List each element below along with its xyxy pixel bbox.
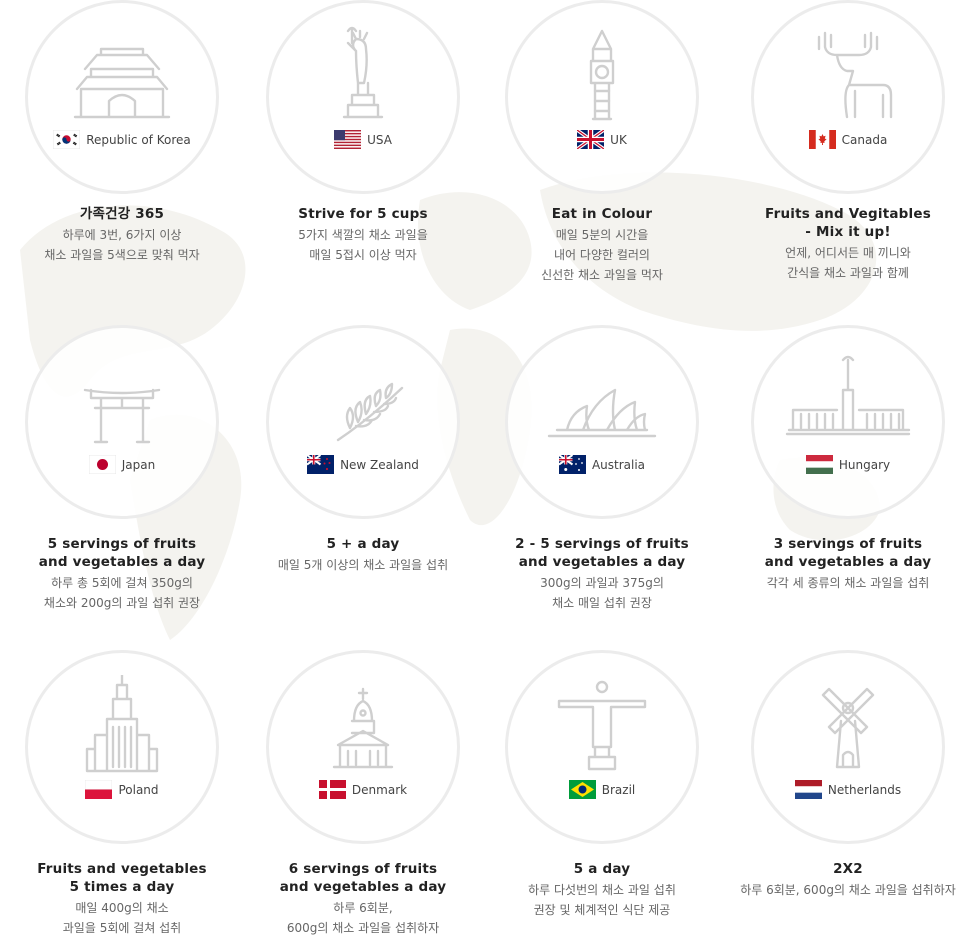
card-circle <box>266 0 460 194</box>
campaign-title: Strive for 5 cups <box>298 206 428 222</box>
campaign-title: 가족건강 365 <box>79 206 165 222</box>
moose-icon <box>783 25 913 125</box>
card-circle <box>751 650 945 844</box>
christ-the-redeemer-icon <box>537 675 667 775</box>
australia-flag-icon <box>558 455 586 474</box>
korea-flag-icon <box>53 130 81 149</box>
card-denmark: Denmark 6 servings of fruits and vegetab… <box>244 650 482 935</box>
netherlands-flag-icon <box>794 780 822 799</box>
canada-flag-icon <box>808 130 836 149</box>
campaign-description: 하루 6회분, 600g의 채소 과일을 섭취하자 <box>286 901 440 935</box>
denmark-flag-icon <box>318 780 346 799</box>
campaign-title: 2X2 <box>833 861 863 877</box>
church-icon <box>298 675 428 775</box>
country-label: Australia <box>591 457 646 472</box>
windmill-icon <box>783 675 913 775</box>
card-hungary: Hungary 3 servings of fruits and vegetab… <box>722 325 974 650</box>
card-australia: Australia 2 - 5 servings of fruits and v… <box>482 325 722 650</box>
statue-of-liberty-icon <box>298 25 428 125</box>
card-circle <box>505 325 699 519</box>
card-usa: USA Strive for 5 cups 5가지 색깔의 채소 과일을 매일 … <box>244 0 482 325</box>
big-ben-icon <box>537 25 667 125</box>
card-netherlands: Netherlands 2X2 하루 6회분, 600g의 채소 과일을 섭취하… <box>722 650 974 932</box>
campaign-title: 2 - 5 servings of fruits and vegetables … <box>515 536 689 570</box>
silver-fern-icon <box>298 350 428 450</box>
campaign-description: 하루 6회분, 600g의 채소 과일을 섭취하자 <box>740 883 956 897</box>
campaign-description: 하루 다섯번의 채소 과일 섭취 권장 및 체계적인 식단 제공 <box>528 883 676 917</box>
card-poland: Poland Fruits and vegetables 5 times a d… <box>0 650 244 935</box>
country-label: Canada <box>841 132 888 147</box>
campaign-title: 5 servings of fruits and vegetables a da… <box>38 536 206 570</box>
campaign-title: 3 servings of fruits and vegetables a da… <box>764 536 932 570</box>
card-japan: Japan 5 servings of fruits and vegetable… <box>0 325 244 650</box>
country-label: Poland <box>118 782 159 797</box>
campaign-description: 300g의 과일과 375g의 채소 매일 섭취 권장 <box>540 576 664 610</box>
campaign-title: Fruits and vegetables 5 times a day <box>37 861 207 895</box>
country-label: Denmark <box>351 782 408 797</box>
campaign-description: 하루 총 5회에 걸쳐 350g의 채소와 200g의 과일 섭취 권장 <box>43 576 201 610</box>
campaign-description: 하루에 3번, 6가지 이상 채소 과일을 5색으로 맞춰 먹자 <box>44 228 200 262</box>
brazil-flag-icon <box>568 780 596 799</box>
card-uk: UK Eat in Colour 매일 5분의 시간을 내어 다양한 컬러의 신… <box>482 0 722 325</box>
usa-flag-icon <box>334 130 362 149</box>
campaign-title: Eat in Colour <box>551 206 653 222</box>
card-circle <box>25 0 219 194</box>
campaign-title: 6 servings of fruits and vegetables a da… <box>279 861 447 895</box>
card-canada: Canada Fruits and Vegitables - Mix it up… <box>722 0 974 325</box>
card-circle <box>266 650 460 844</box>
campaign-description: 매일 5개 이상의 채소 과일을 섭취 <box>277 558 449 572</box>
card-republic-of-korea: Republic of Korea 가족건강 365 하루에 3번, 6가지 이… <box>0 0 244 325</box>
heroes-square-icon <box>783 350 913 450</box>
palace-of-culture-icon <box>57 675 187 775</box>
country-label: UK <box>610 132 627 147</box>
country-label: Brazil <box>601 782 636 797</box>
card-new-zealand: New Zealand 5 + a day 매일 5개 이상의 채소 과일을 섭… <box>244 325 482 650</box>
sydney-opera-house-icon <box>537 350 667 450</box>
torii-gate-icon <box>57 350 187 450</box>
poland-flag-icon <box>85 780 113 799</box>
country-label: Hungary <box>838 457 891 472</box>
japan-flag-icon <box>88 455 116 474</box>
country-label: USA <box>367 132 392 147</box>
campaign-description: 매일 400g의 채소 과일을 5회에 걸쳐 섭취 <box>62 901 182 935</box>
uk-flag-icon <box>577 130 605 149</box>
campaign-description: 매일 5분의 시간을 내어 다양한 컬러의 신선한 채소 과일을 먹자 <box>541 228 663 282</box>
card-circle <box>25 325 219 519</box>
campaign-title: 5 a day <box>573 861 631 877</box>
card-circle <box>751 0 945 194</box>
campaign-description: 언제, 어디서든 매 끼니와 간식을 채소 과일과 함께 <box>785 246 911 280</box>
card-brazil: Brazil 5 a day 하루 다섯번의 채소 과일 섭취 권장 및 체계적… <box>482 650 722 932</box>
country-label: Japan <box>121 457 156 472</box>
campaign-description: 각각 세 종류의 채소 과일을 섭취 <box>766 576 930 590</box>
country-label: Republic of Korea <box>86 132 191 147</box>
country-label: Netherlands <box>827 782 902 797</box>
namdaemun-gate-icon <box>57 25 187 125</box>
campaign-description: 5가지 색깔의 채소 과일을 매일 5접시 이상 먹자 <box>298 228 428 262</box>
country-label: New Zealand <box>340 457 419 472</box>
new-zealand-flag-icon <box>307 455 335 474</box>
campaign-title: Fruits and Vegitables - Mix it up! <box>765 206 931 240</box>
campaign-title: 5 + a day <box>326 536 400 552</box>
hungary-flag-icon <box>805 455 833 474</box>
